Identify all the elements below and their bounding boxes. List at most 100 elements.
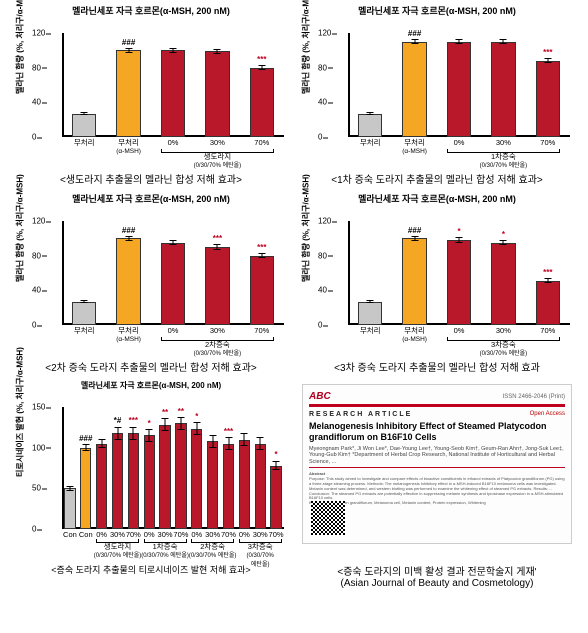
bar — [80, 448, 91, 529]
x-category: 30% — [479, 139, 528, 147]
bar — [402, 42, 426, 137]
bar — [161, 243, 185, 325]
bar — [175, 423, 186, 529]
x-category: 무처리 — [60, 139, 109, 147]
y-axis-label: 티로시네이즈 발현 (%, 처리구/α-MSH) — [15, 347, 26, 477]
x-category: 0% — [140, 531, 157, 539]
chart-cell-c2: 멜라닌세포 자극 호르몬(α-MSH, 200 nM) 04080120무처리#… — [294, 4, 580, 169]
bar — [116, 238, 140, 325]
y-tick: 80 — [318, 251, 327, 260]
x-category: 0% — [93, 531, 110, 539]
y-tick: 40 — [32, 286, 41, 295]
error-bar — [244, 433, 245, 446]
bar — [255, 444, 266, 529]
bar — [536, 61, 560, 137]
caption-c1: <생도라지 추출물의 멜라닌 합성 저해 효과> — [8, 169, 294, 192]
error-bar — [503, 240, 504, 245]
error-bar — [196, 422, 197, 435]
chart-title: 멜라닌세포 자극 호르몬(α-MSH, 200 nM) — [294, 192, 580, 205]
error-bar — [217, 244, 218, 249]
y-tick: 150 — [32, 403, 45, 412]
group-label: 2차증숙(0/30/70% 에탄올) — [189, 543, 237, 560]
caption-c4: <3차 증숙 도라지 추출물의 멜라닌 합성 저해 효과 — [294, 357, 580, 380]
y-tick: 40 — [318, 286, 327, 295]
y-tick: 80 — [318, 63, 327, 72]
significance-marker: * — [502, 230, 505, 239]
y-tick: 0 — [32, 133, 36, 142]
caption-article: <증숙 도라지의 미백 활성 결과 전문학술지 게재' (Asian Journ… — [294, 561, 580, 595]
error-bar — [503, 39, 504, 44]
bar — [491, 42, 515, 137]
figure-grid: 멜라닌세포 자극 호르몬(α-MSH, 200 nM) 04080120무처리#… — [0, 0, 588, 599]
x-category: 0% — [188, 531, 205, 539]
journal-logo: ABC — [309, 391, 331, 402]
x-category: 0% — [435, 139, 484, 147]
y-tick: 120 — [32, 217, 45, 226]
significance-marker: *** — [543, 268, 552, 277]
y-tick: 0 — [32, 321, 36, 330]
bar — [205, 247, 229, 325]
y-tick: 80 — [32, 63, 41, 72]
error-bar — [173, 240, 174, 245]
x-category: 70% — [237, 139, 286, 147]
error-bar — [414, 236, 415, 241]
article-card: ABC ISSN 2466-2046 (Print) RESEARCH ARTI… — [302, 384, 572, 544]
x-category: 30% — [109, 531, 126, 539]
error-bar — [459, 39, 460, 44]
significance-marker: ** — [178, 407, 184, 416]
error-bar — [370, 112, 371, 115]
bar — [250, 68, 274, 137]
article-hdr: ISSN 2466-2046 (Print) — [503, 394, 565, 400]
error-bar — [547, 278, 548, 283]
bar — [159, 425, 170, 529]
significance-marker: *** — [213, 234, 222, 243]
caption-art-l1: <증숙 도라지의 미백 활성 결과 전문학술지 게재' — [337, 567, 536, 578]
x-category: 70% — [220, 531, 237, 539]
error-bar — [414, 39, 415, 44]
chart-tyro: 050100150Con###Con0%*#30%***70%*0%**30%*… — [14, 393, 288, 561]
significance-marker: * — [195, 412, 198, 421]
x-category: 30% — [251, 531, 268, 539]
y-tick: 40 — [32, 98, 41, 107]
significance-marker: *** — [224, 427, 233, 436]
y-tick: 80 — [32, 251, 41, 260]
open-access-label: Open Access — [530, 411, 565, 418]
red-bar — [309, 467, 565, 468]
bar — [112, 433, 123, 529]
chart-cell-c3: 멜라닌세포 자극 호르몬(α-MSH, 200 nM) 04080120무처리#… — [8, 192, 294, 357]
bar — [239, 440, 250, 529]
x-category: 무처리 — [346, 327, 395, 335]
chart-c2: 04080120무처리###무처리(α-MSH)0%30%***70%1차증숙(… — [300, 19, 574, 169]
error-bar — [212, 435, 213, 448]
x-category: 0% — [435, 327, 484, 335]
bar — [96, 444, 107, 529]
x-category: 무처리(α-MSH) — [390, 327, 439, 344]
chart-title: 멜라닌세포 자극 호르몬(α-MSH, 200 nM) — [8, 380, 294, 391]
abstract-body: Purpose: This study aimed to investigate… — [309, 476, 565, 500]
error-bar — [173, 48, 174, 53]
bar — [358, 114, 382, 137]
x-category: 70% — [523, 139, 572, 147]
y-tick: 120 — [318, 29, 331, 38]
y-axis-label: 멜라닌 함량 (%, 처리구/α-MSH) — [15, 174, 26, 282]
error-bar — [370, 300, 371, 303]
x-category: 0% — [149, 327, 198, 335]
bar — [191, 429, 202, 529]
significance-marker: * — [457, 227, 460, 236]
error-bar — [217, 49, 218, 54]
error-bar — [276, 461, 277, 471]
y-tick: 100 — [32, 443, 45, 452]
error-bar — [128, 236, 129, 241]
group-label: 생도라지(0/30/70% 에탄올) — [94, 543, 142, 560]
error-bar — [84, 300, 85, 303]
y-tick: 0 — [32, 525, 36, 534]
x-category: 70% — [523, 327, 572, 335]
x-category: 무처리(α-MSH) — [104, 327, 153, 344]
bar — [270, 466, 281, 529]
error-bar — [101, 439, 102, 449]
bar — [207, 441, 218, 529]
error-bar — [547, 58, 548, 63]
x-category: 30% — [193, 139, 242, 147]
error-bar — [149, 429, 150, 442]
caption-art-l2: (Asian Journal of Beauty and Cosmetology… — [341, 578, 534, 589]
